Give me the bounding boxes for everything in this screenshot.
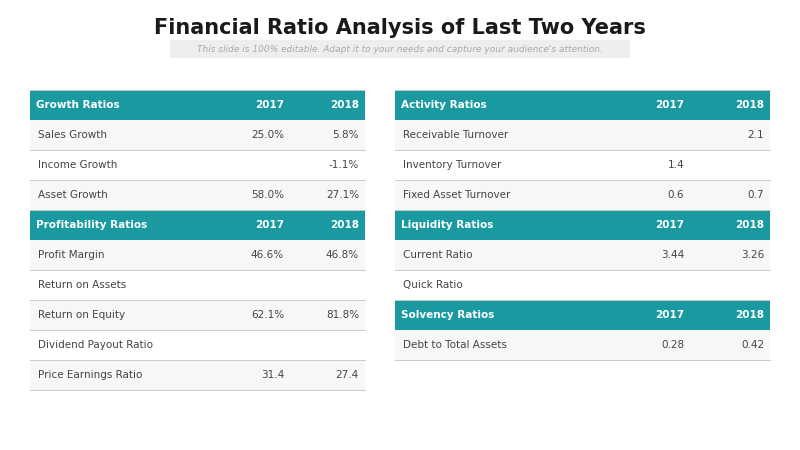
FancyBboxPatch shape xyxy=(30,150,365,180)
Text: Income Growth: Income Growth xyxy=(38,160,118,170)
FancyBboxPatch shape xyxy=(395,300,770,330)
Text: 27.1%: 27.1% xyxy=(326,190,359,200)
Text: 0.42: 0.42 xyxy=(741,340,764,350)
Text: Return on Assets: Return on Assets xyxy=(38,280,126,290)
Text: 25.0%: 25.0% xyxy=(251,130,284,140)
FancyBboxPatch shape xyxy=(395,90,770,120)
Text: 2018: 2018 xyxy=(735,310,764,320)
Text: Quick Ratio: Quick Ratio xyxy=(403,280,462,290)
Text: 2017: 2017 xyxy=(655,100,684,110)
Text: Return on Equity: Return on Equity xyxy=(38,310,125,320)
FancyBboxPatch shape xyxy=(395,120,770,150)
Text: Solvency Ratios: Solvency Ratios xyxy=(401,310,494,320)
FancyBboxPatch shape xyxy=(395,240,770,270)
Text: Growth Ratios: Growth Ratios xyxy=(36,100,120,110)
Text: 2017: 2017 xyxy=(255,220,284,230)
Text: 46.6%: 46.6% xyxy=(251,250,284,260)
Text: 2018: 2018 xyxy=(735,220,764,230)
Text: Activity Ratios: Activity Ratios xyxy=(401,100,486,110)
Text: 3.26: 3.26 xyxy=(741,250,764,260)
FancyBboxPatch shape xyxy=(30,270,365,300)
Text: Debt to Total Assets: Debt to Total Assets xyxy=(403,340,507,350)
Text: 81.8%: 81.8% xyxy=(326,310,359,320)
Text: 2018: 2018 xyxy=(330,220,359,230)
FancyBboxPatch shape xyxy=(30,330,365,360)
Text: 0.6: 0.6 xyxy=(667,190,684,200)
FancyBboxPatch shape xyxy=(30,210,365,240)
FancyBboxPatch shape xyxy=(30,90,365,120)
Text: Dividend Payout Ratio: Dividend Payout Ratio xyxy=(38,340,153,350)
FancyBboxPatch shape xyxy=(30,180,365,210)
Text: 2.1: 2.1 xyxy=(747,130,764,140)
Text: 2017: 2017 xyxy=(255,100,284,110)
Text: 2018: 2018 xyxy=(735,100,764,110)
Text: Sales Growth: Sales Growth xyxy=(38,130,107,140)
Text: 0.7: 0.7 xyxy=(747,190,764,200)
Text: 58.0%: 58.0% xyxy=(251,190,284,200)
Text: Profit Margin: Profit Margin xyxy=(38,250,105,260)
Text: 46.8%: 46.8% xyxy=(326,250,359,260)
Text: 3.44: 3.44 xyxy=(661,250,684,260)
Text: 31.4: 31.4 xyxy=(261,370,284,380)
FancyBboxPatch shape xyxy=(395,150,770,180)
Text: 2017: 2017 xyxy=(655,220,684,230)
Text: Receivable Turnover: Receivable Turnover xyxy=(403,130,508,140)
FancyBboxPatch shape xyxy=(395,210,770,240)
Text: 2017: 2017 xyxy=(655,310,684,320)
Text: 1.4: 1.4 xyxy=(667,160,684,170)
FancyBboxPatch shape xyxy=(395,330,770,360)
Text: Financial Ratio Analysis of Last Two Years: Financial Ratio Analysis of Last Two Yea… xyxy=(154,18,646,38)
Text: This slide is 100% editable. Adapt it to your needs and capture your audience's : This slide is 100% editable. Adapt it to… xyxy=(197,45,603,54)
Text: Liquidity Ratios: Liquidity Ratios xyxy=(401,220,494,230)
Text: 2018: 2018 xyxy=(330,100,359,110)
Text: Current Ratio: Current Ratio xyxy=(403,250,473,260)
FancyBboxPatch shape xyxy=(30,360,365,390)
FancyBboxPatch shape xyxy=(170,40,630,58)
FancyBboxPatch shape xyxy=(395,270,770,300)
FancyBboxPatch shape xyxy=(30,120,365,150)
Text: 27.4: 27.4 xyxy=(336,370,359,380)
Text: 5.8%: 5.8% xyxy=(333,130,359,140)
FancyBboxPatch shape xyxy=(30,240,365,270)
Text: -1.1%: -1.1% xyxy=(329,160,359,170)
Text: Asset Growth: Asset Growth xyxy=(38,190,108,200)
Text: 62.1%: 62.1% xyxy=(251,310,284,320)
Text: 0.28: 0.28 xyxy=(661,340,684,350)
FancyBboxPatch shape xyxy=(30,300,365,330)
Text: Inventory Turnover: Inventory Turnover xyxy=(403,160,502,170)
Text: Price Earnings Ratio: Price Earnings Ratio xyxy=(38,370,142,380)
Text: Profitability Ratios: Profitability Ratios xyxy=(36,220,147,230)
Text: Fixed Asset Turnover: Fixed Asset Turnover xyxy=(403,190,510,200)
FancyBboxPatch shape xyxy=(395,180,770,210)
